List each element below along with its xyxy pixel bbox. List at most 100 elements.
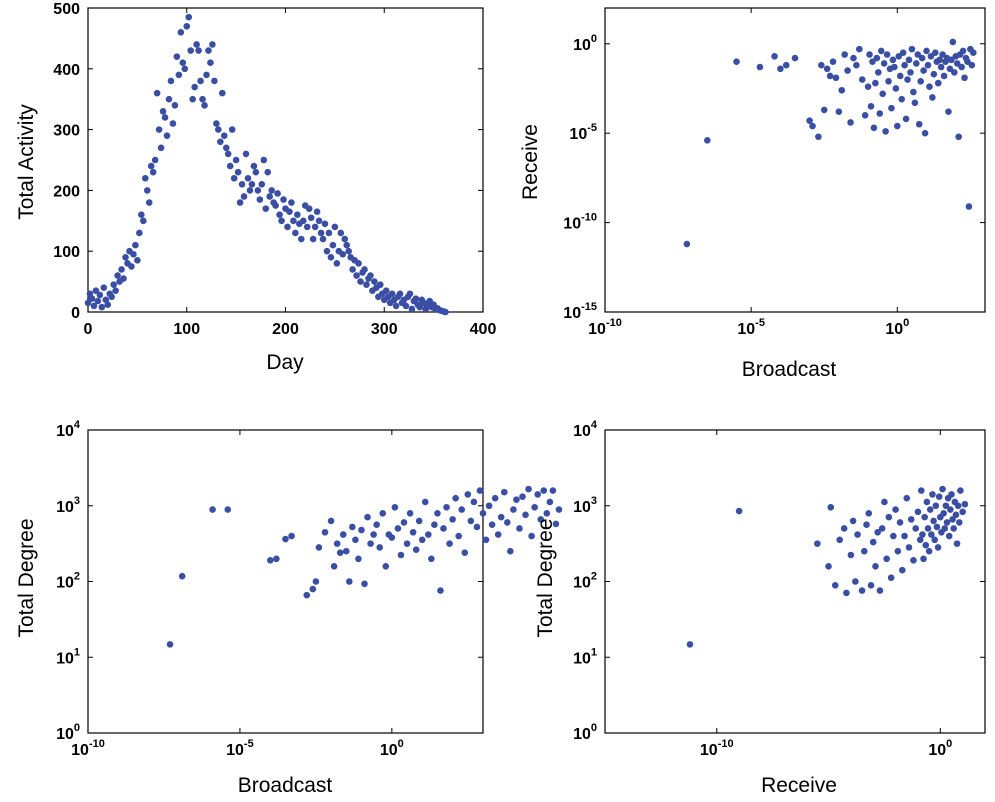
plot-frame — [87, 429, 484, 734]
scatter-point — [246, 187, 254, 194]
scatter-point — [907, 516, 915, 523]
scatter-point — [947, 506, 954, 513]
scatter-point — [315, 544, 323, 551]
scatter-point — [264, 168, 272, 176]
scatter-point — [958, 63, 965, 71]
scatter-point — [860, 547, 868, 555]
scatter-point — [935, 493, 943, 500]
scatter-point — [147, 162, 155, 170]
scatter-point — [132, 241, 139, 249]
scatter-point — [110, 281, 117, 288]
panel-total-degree-vs-broadcast: Total Degree Broadcast 10-10 10-5 100 100 10… — [15, 419, 563, 797]
scatter-point — [932, 49, 939, 57]
scatter-point — [226, 162, 234, 170]
scatter-point — [504, 519, 511, 526]
scatter-point — [939, 51, 946, 58]
scatter-point — [252, 168, 260, 176]
scatter-point — [434, 510, 441, 517]
scatter-point — [910, 88, 917, 96]
scatter-point — [858, 587, 866, 594]
scatter-point — [461, 549, 469, 557]
scatter-point — [930, 517, 937, 525]
scatter-point — [321, 220, 329, 228]
scatter-point — [940, 72, 948, 80]
panel2-xlabel: Broadcast — [742, 358, 837, 381]
scatter-point — [96, 291, 104, 299]
scatter-point — [929, 94, 936, 101]
scatter-point — [879, 90, 886, 98]
x-tick-label: 100 — [380, 738, 404, 759]
scatter-point — [333, 260, 341, 267]
scatter-point — [309, 235, 317, 243]
scatter-point — [141, 174, 149, 182]
scatter-point — [820, 106, 828, 114]
y-tick-label: 400 — [53, 62, 80, 79]
scatter-point — [850, 54, 857, 62]
scatter-point — [280, 196, 287, 203]
scatter-point — [946, 65, 954, 73]
scatter-point — [299, 217, 307, 225]
scatter-point — [818, 61, 825, 69]
y-tick-label: 300 — [53, 123, 80, 140]
scatter-point — [920, 67, 927, 74]
scatter-point — [400, 519, 408, 526]
scatter-point — [394, 525, 402, 532]
scatter-point — [209, 41, 216, 48]
scatter-point — [443, 503, 450, 511]
scatter-point — [167, 77, 175, 85]
scatter-point — [342, 547, 350, 555]
scatter-point — [925, 547, 933, 555]
scatter-point — [319, 235, 327, 243]
panel-total-degree-vs-receive: Total Degree Receive 10-10 100 100 101 102 10… — [534, 419, 986, 797]
scatter-point — [256, 196, 264, 203]
scatter-point — [171, 101, 179, 109]
scatter-point — [863, 521, 870, 528]
scatter-point — [806, 117, 813, 124]
scatter-point — [932, 502, 940, 510]
y-tick-label: 100 — [56, 722, 80, 743]
scatter-point — [912, 525, 920, 532]
scatter-point — [175, 71, 183, 79]
scatter-point — [189, 95, 196, 103]
scatter-point — [397, 551, 405, 559]
scatter-point — [408, 305, 416, 313]
scatter-point — [377, 281, 384, 288]
scatter-point — [288, 532, 295, 540]
scatter-point — [924, 525, 932, 532]
scatter-point — [153, 89, 161, 97]
scatter-point — [823, 65, 831, 73]
scatter-point — [829, 58, 837, 65]
scatter-point — [704, 137, 711, 144]
x-tick-label: 400 — [470, 321, 497, 338]
scatter-point — [343, 241, 351, 249]
scatter-point — [905, 56, 913, 64]
scatter-point — [835, 108, 843, 116]
scatter-point — [896, 519, 904, 526]
scatter-point — [939, 485, 946, 493]
scatter-point — [771, 52, 778, 60]
scatter-point — [874, 528, 882, 536]
scatter-point — [876, 587, 884, 594]
scatter-point — [458, 506, 466, 513]
y-tick-label: 100 — [573, 722, 597, 743]
scatter-point — [336, 549, 344, 557]
scatter-point — [284, 223, 291, 231]
scatter-point — [294, 211, 301, 219]
scatter-point — [957, 487, 964, 494]
scatter-point — [894, 547, 902, 555]
scatter-point — [883, 51, 891, 58]
scatter-point — [431, 521, 438, 528]
scatter-point — [873, 54, 881, 62]
y-tick-label: 104 — [573, 419, 598, 440]
scatter-point — [910, 556, 917, 564]
scatter-point — [500, 488, 508, 496]
scatter-point — [240, 193, 248, 200]
scatter-point — [961, 74, 968, 82]
x-tick-label: 100 — [885, 317, 909, 338]
x-tick-label: 100 — [173, 321, 200, 338]
scatter-point — [931, 536, 939, 544]
scatter-point — [953, 60, 961, 67]
panel4-xlabel: Receive — [761, 774, 837, 797]
scatter-point — [922, 541, 930, 549]
scatter-point — [104, 301, 112, 309]
